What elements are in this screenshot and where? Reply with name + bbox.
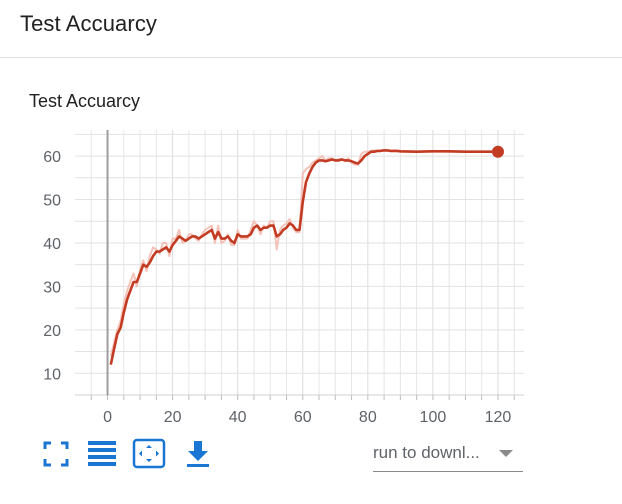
y-tick-label: 10 <box>43 366 61 383</box>
x-tick-label: 0 <box>103 409 112 426</box>
fit-domain-icon <box>132 438 166 469</box>
chart-card-title: Test Accuarcy <box>29 91 141 111</box>
fullscreen-icon <box>43 441 69 467</box>
download-button[interactable] <box>182 438 214 470</box>
x-tick-label: 60 <box>294 409 312 426</box>
y-tick-label: 20 <box>43 323 61 340</box>
page-header: Test Accuarcy <box>0 0 622 58</box>
data-table-icon <box>88 441 116 466</box>
last-point-marker <box>491 145 504 158</box>
data-table-button[interactable] <box>86 438 118 470</box>
x-tick-label: 20 <box>164 409 182 426</box>
fullscreen-button[interactable] <box>40 438 72 470</box>
fit-domain-button[interactable] <box>132 438 166 470</box>
x-tick-label: 100 <box>420 409 447 426</box>
x-tick-label: 120 <box>485 409 512 426</box>
raw-series-line <box>109 149 498 357</box>
x-tick-label: 80 <box>359 409 377 426</box>
page-title: Test Accuarcy <box>20 11 158 36</box>
run-select-dropdown[interactable]: run to downl... <box>373 436 523 472</box>
chevron-down-icon <box>499 450 513 457</box>
line-chart[interactable]: 0 20 40 60 80 100 120 10 20 30 40 50 60 <box>0 120 560 432</box>
y-tick-label: 60 <box>43 149 61 166</box>
y-tick-label: 40 <box>43 236 61 253</box>
y-tick-label: 50 <box>43 193 61 210</box>
x-tick-label: 40 <box>229 409 247 426</box>
run-select-label: run to downl... <box>373 443 480 462</box>
y-tick-label: 30 <box>43 279 61 296</box>
download-icon <box>187 441 209 467</box>
smoothed-series-line <box>109 149 498 365</box>
